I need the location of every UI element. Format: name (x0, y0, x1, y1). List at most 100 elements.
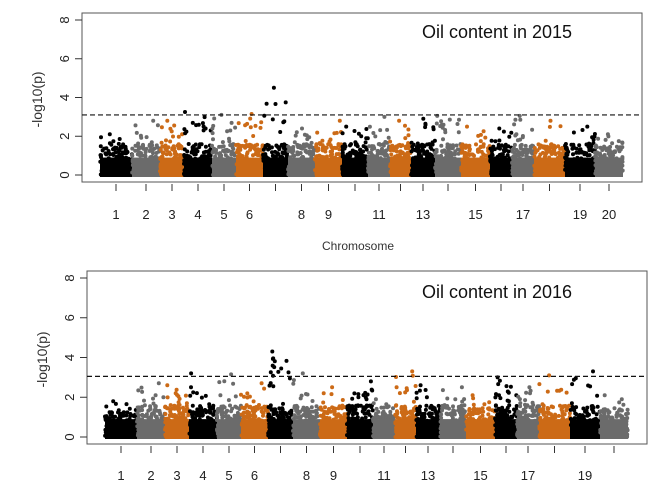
data-point-chr6 (237, 151, 242, 156)
data-point-chr4 (182, 127, 187, 132)
data-point-chr5 (213, 154, 218, 159)
data-point-chr12 (405, 388, 409, 393)
data-point-chr8 (294, 130, 299, 135)
data-point-chr10 (363, 390, 368, 395)
data-point-chr12 (406, 133, 411, 138)
data-point-chr5 (225, 129, 230, 134)
data-point-chr2 (134, 130, 139, 135)
data-point-chr9 (323, 405, 327, 410)
data-point-chr13 (420, 412, 425, 416)
data-point-chr9 (339, 406, 344, 411)
data-density-chr1 (105, 419, 137, 439)
data-point-chr5 (230, 142, 234, 147)
data-point-chr1 (103, 414, 107, 419)
data-point-chr8 (304, 133, 309, 138)
data-point-chr18 (535, 148, 540, 153)
data-point-chr1 (116, 141, 121, 146)
data-point-chr5 (231, 146, 236, 151)
data-point-chr19 (566, 149, 571, 154)
data-point-chr14 (447, 117, 452, 122)
data-point-chr7 (287, 376, 292, 381)
data-density-chr20 (595, 157, 623, 177)
data-point-chr6 (245, 121, 250, 126)
data-point-chr11 (373, 412, 378, 417)
data-point-chr19 (580, 128, 585, 132)
data-density-chr17 (512, 157, 534, 177)
data-point-chr1 (106, 149, 111, 153)
data-point-chr4 (202, 115, 207, 120)
data-point-chr5 (231, 381, 236, 386)
data-density-chr6 (241, 419, 268, 439)
data-point-chr15 (481, 142, 486, 147)
data-point-chr4 (208, 153, 213, 158)
data-point-chr2 (136, 413, 141, 418)
data-point-chr14 (434, 149, 439, 154)
data-point-chr15 (470, 410, 475, 415)
data-point-chr20 (606, 134, 611, 139)
data-point-chr9 (330, 405, 335, 410)
data-point-chr18 (551, 151, 556, 156)
data-point-chr2 (150, 143, 155, 148)
data-point-chr14 (445, 151, 450, 156)
data-point-chr10 (344, 124, 349, 129)
data-point-chr10 (341, 146, 346, 151)
data-point-chr3 (178, 153, 182, 158)
data-point-chr6 (245, 413, 250, 418)
data-point-chr8 (309, 405, 314, 410)
data-point-chr3 (172, 413, 177, 417)
x-tick-label: 15 (468, 207, 482, 222)
data-point-chr3 (168, 403, 173, 408)
data-point-chr15 (463, 153, 467, 158)
data-point-chr14 (439, 143, 444, 148)
data-point-chr1 (121, 413, 126, 418)
data-point-chr9 (320, 138, 325, 143)
data-point-chr19 (584, 142, 589, 147)
data-point-chr1 (103, 151, 108, 156)
data-point-chr5 (234, 405, 239, 410)
data-point-chr3 (174, 387, 179, 392)
data-point-chr6 (251, 134, 256, 138)
data-point-chr15 (471, 402, 476, 407)
data-point-chr6 (245, 409, 250, 414)
data-point-chr7 (271, 412, 276, 417)
data-point-chr20 (618, 147, 623, 152)
data-point-chr13 (429, 411, 434, 416)
data-point-chr10 (359, 134, 364, 139)
data-point-chr13 (436, 403, 441, 408)
data-point-chr9 (342, 412, 347, 417)
data-point-chr17 (512, 142, 517, 147)
data-density-chr18 (534, 157, 565, 177)
data-point-chr11 (366, 150, 371, 155)
data-point-chr9 (321, 391, 326, 396)
data-point-chr1 (104, 404, 109, 409)
data-point-chr4 (203, 393, 208, 398)
data-point-chr3 (163, 412, 168, 416)
data-point-chr8 (292, 405, 297, 410)
data-point-chr7 (284, 358, 289, 363)
y-tick-label: 2 (57, 133, 72, 140)
data-point-chr4 (193, 142, 198, 147)
data-point-chr7 (281, 120, 286, 125)
y-tick-label: 8 (57, 16, 72, 23)
data-point-chr13 (427, 142, 432, 147)
data-point-chr12 (395, 415, 399, 420)
data-point-chr18 (547, 124, 552, 129)
data-point-chr9 (337, 118, 342, 123)
data-point-chr6 (259, 409, 264, 414)
data-point-chr2 (136, 388, 141, 393)
data-point-chr1 (124, 151, 129, 156)
data-point-chr7 (271, 85, 276, 90)
data-point-chr8 (308, 414, 313, 419)
data-point-chr12 (410, 369, 415, 374)
data-point-chr19 (592, 132, 597, 136)
data-point-chr9 (334, 415, 339, 420)
data-point-chr6 (245, 150, 250, 155)
data-point-chr9 (321, 400, 326, 405)
data-point-chr13 (420, 142, 424, 147)
data-point-chr16 (497, 144, 502, 149)
data-point-chr7 (281, 401, 285, 406)
data-point-chr15 (467, 407, 472, 411)
data-density-chr8 (288, 157, 315, 177)
data-point-chr3 (167, 413, 172, 418)
data-point-chr8 (305, 392, 310, 397)
